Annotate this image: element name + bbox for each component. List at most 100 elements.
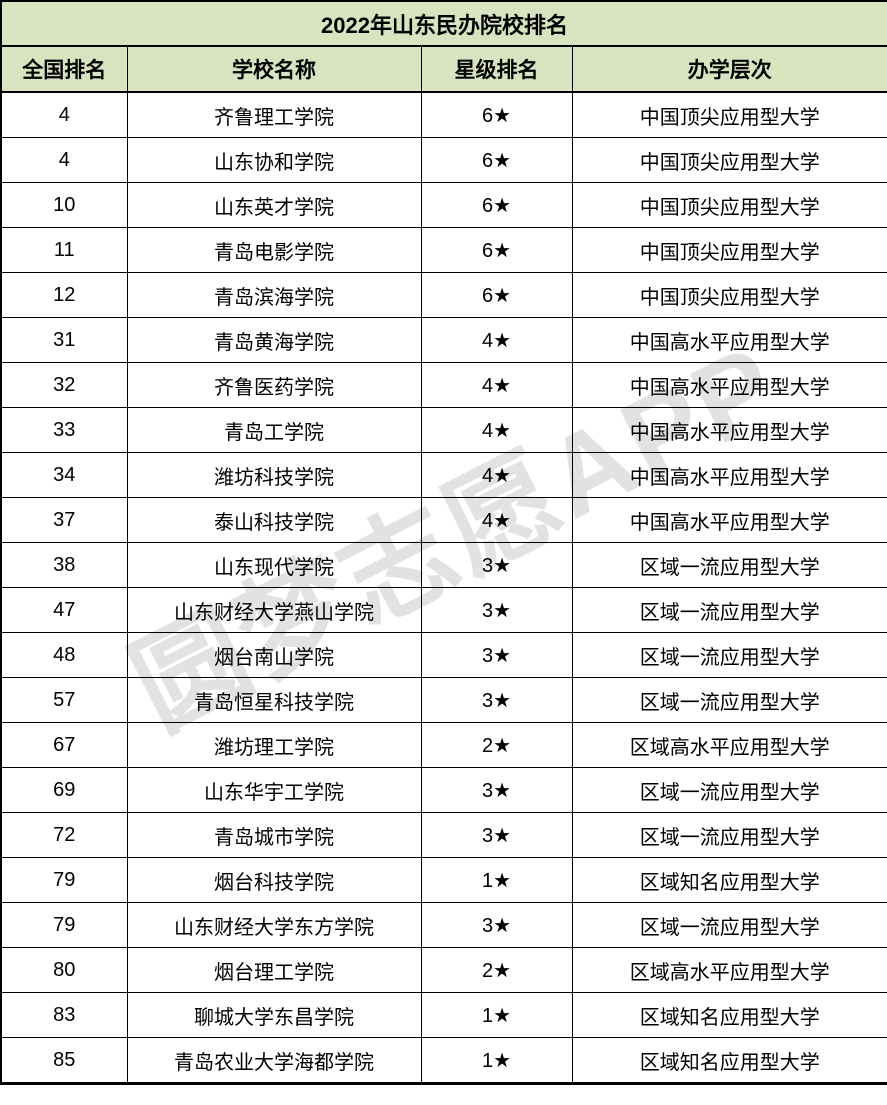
school-cell: 齐鲁理工学院 (126, 91, 422, 138)
level-cell: 中国顶尖应用型大学 (571, 182, 887, 228)
level-cell: 中国高水平应用型大学 (571, 317, 887, 363)
level-cell: 中国顶尖应用型大学 (571, 272, 887, 318)
table-row: 38 山东现代学院 3★ 区域一流应用型大学 (0, 542, 887, 588)
school-cell: 齐鲁医药学院 (126, 362, 422, 408)
stars-cell: 6★ (420, 227, 573, 273)
rank-cell: 12 (0, 272, 128, 318)
school-cell: 烟台南山学院 (126, 632, 422, 678)
table-row: 11 青岛电影学院 6★ 中国顶尖应用型大学 (0, 227, 887, 273)
col-header-school: 学校名称 (126, 45, 422, 93)
stars-cell: 3★ (420, 677, 573, 723)
school-cell: 山东现代学院 (126, 542, 422, 588)
stars-cell: 6★ (420, 137, 573, 183)
table-row: 79 山东财经大学东方学院 3★ 区域一流应用型大学 (0, 902, 887, 948)
stars-cell: 3★ (420, 767, 573, 813)
school-cell: 青岛黄海学院 (126, 317, 422, 363)
level-cell: 区域一流应用型大学 (571, 812, 887, 858)
rank-cell: 10 (0, 182, 128, 228)
table-row: 79 烟台科技学院 1★ 区域知名应用型大学 (0, 857, 887, 903)
level-cell: 中国顶尖应用型大学 (571, 137, 887, 183)
school-cell: 青岛滨海学院 (126, 272, 422, 318)
school-cell: 青岛恒星科技学院 (126, 677, 422, 723)
stars-cell: 3★ (420, 587, 573, 633)
rank-cell: 67 (0, 722, 128, 768)
rank-cell: 38 (0, 542, 128, 588)
table-row: 4 山东协和学院 6★ 中国顶尖应用型大学 (0, 137, 887, 183)
rank-cell: 57 (0, 677, 128, 723)
stars-cell: 2★ (420, 947, 573, 993)
school-cell: 潍坊科技学院 (126, 452, 422, 498)
table-header-row: 全国排名 学校名称 星级排名 办学层次 (0, 45, 887, 93)
level-cell: 区域高水平应用型大学 (571, 947, 887, 993)
school-cell: 青岛城市学院 (126, 812, 422, 858)
stars-cell: 4★ (420, 317, 573, 363)
stars-cell: 4★ (420, 407, 573, 453)
table-row: 31 青岛黄海学院 4★ 中国高水平应用型大学 (0, 317, 887, 363)
table-row: 72 青岛城市学院 3★ 区域一流应用型大学 (0, 812, 887, 858)
stars-cell: 6★ (420, 182, 573, 228)
level-cell: 中国高水平应用型大学 (571, 407, 887, 453)
school-cell: 山东华宇工学院 (126, 767, 422, 813)
school-cell: 山东协和学院 (126, 137, 422, 183)
rank-cell: 32 (0, 362, 128, 408)
table-row: 12 青岛滨海学院 6★ 中国顶尖应用型大学 (0, 272, 887, 318)
level-cell: 中国高水平应用型大学 (571, 497, 887, 543)
rank-cell: 80 (0, 947, 128, 993)
school-cell: 聊城大学东昌学院 (126, 992, 422, 1038)
school-cell: 青岛电影学院 (126, 227, 422, 273)
stars-cell: 3★ (420, 902, 573, 948)
rank-cell: 72 (0, 812, 128, 858)
table-row: 10 山东英才学院 6★ 中国顶尖应用型大学 (0, 182, 887, 228)
stars-cell: 3★ (420, 812, 573, 858)
table-row: 80 烟台理工学院 2★ 区域高水平应用型大学 (0, 947, 887, 993)
level-cell: 中国顶尖应用型大学 (571, 91, 887, 138)
stars-cell: 6★ (420, 91, 573, 138)
level-cell: 区域一流应用型大学 (571, 902, 887, 948)
table-row: 83 聊城大学东昌学院 1★ 区域知名应用型大学 (0, 992, 887, 1038)
table-row: 37 泰山科技学院 4★ 中国高水平应用型大学 (0, 497, 887, 543)
school-cell: 潍坊理工学院 (126, 722, 422, 768)
level-cell: 区域一流应用型大学 (571, 632, 887, 678)
table-row: 32 齐鲁医药学院 4★ 中国高水平应用型大学 (0, 362, 887, 408)
school-cell: 青岛工学院 (126, 407, 422, 453)
table-row: 67 潍坊理工学院 2★ 区域高水平应用型大学 (0, 722, 887, 768)
table-row: 34 潍坊科技学院 4★ 中国高水平应用型大学 (0, 452, 887, 498)
table-title: 2022年山东民办院校排名 (0, 0, 887, 47)
rank-cell: 4 (0, 137, 128, 183)
level-cell: 区域知名应用型大学 (571, 1037, 887, 1084)
level-cell: 区域知名应用型大学 (571, 992, 887, 1038)
level-cell: 区域一流应用型大学 (571, 587, 887, 633)
stars-cell: 4★ (420, 362, 573, 408)
rank-cell: 83 (0, 992, 128, 1038)
school-cell: 青岛农业大学海都学院 (126, 1037, 422, 1084)
stars-cell: 4★ (420, 497, 573, 543)
school-cell: 泰山科技学院 (126, 497, 422, 543)
rank-cell: 11 (0, 227, 128, 273)
stars-cell: 3★ (420, 542, 573, 588)
level-cell: 区域高水平应用型大学 (571, 722, 887, 768)
school-cell: 山东财经大学东方学院 (126, 902, 422, 948)
stars-cell: 4★ (420, 452, 573, 498)
rank-cell: 69 (0, 767, 128, 813)
stars-cell: 1★ (420, 992, 573, 1038)
rank-cell: 47 (0, 587, 128, 633)
school-cell: 山东英才学院 (126, 182, 422, 228)
col-header-rank: 全国排名 (0, 45, 128, 93)
table-row: 69 山东华宇工学院 3★ 区域一流应用型大学 (0, 767, 887, 813)
ranking-table-body: 4 齐鲁理工学院 6★ 中国顶尖应用型大学 4 山东协和学院 6★ 中国顶尖应用型大学 10 山东… (0, 91, 887, 1084)
school-cell: 烟台科技学院 (126, 857, 422, 903)
rank-cell: 37 (0, 497, 128, 543)
level-cell: 区域一流应用型大学 (571, 767, 887, 813)
table-row: 85 青岛农业大学海都学院 1★ 区域知名应用型大学 (0, 1037, 887, 1084)
level-cell: 中国高水平应用型大学 (571, 362, 887, 408)
level-cell: 区域一流应用型大学 (571, 677, 887, 723)
level-cell: 区域知名应用型大学 (571, 857, 887, 903)
school-cell: 烟台理工学院 (126, 947, 422, 993)
school-cell: 山东财经大学燕山学院 (126, 587, 422, 633)
stars-cell: 3★ (420, 632, 573, 678)
stars-cell: 1★ (420, 857, 573, 903)
rank-cell: 79 (0, 857, 128, 903)
rank-cell: 34 (0, 452, 128, 498)
level-cell: 中国顶尖应用型大学 (571, 227, 887, 273)
